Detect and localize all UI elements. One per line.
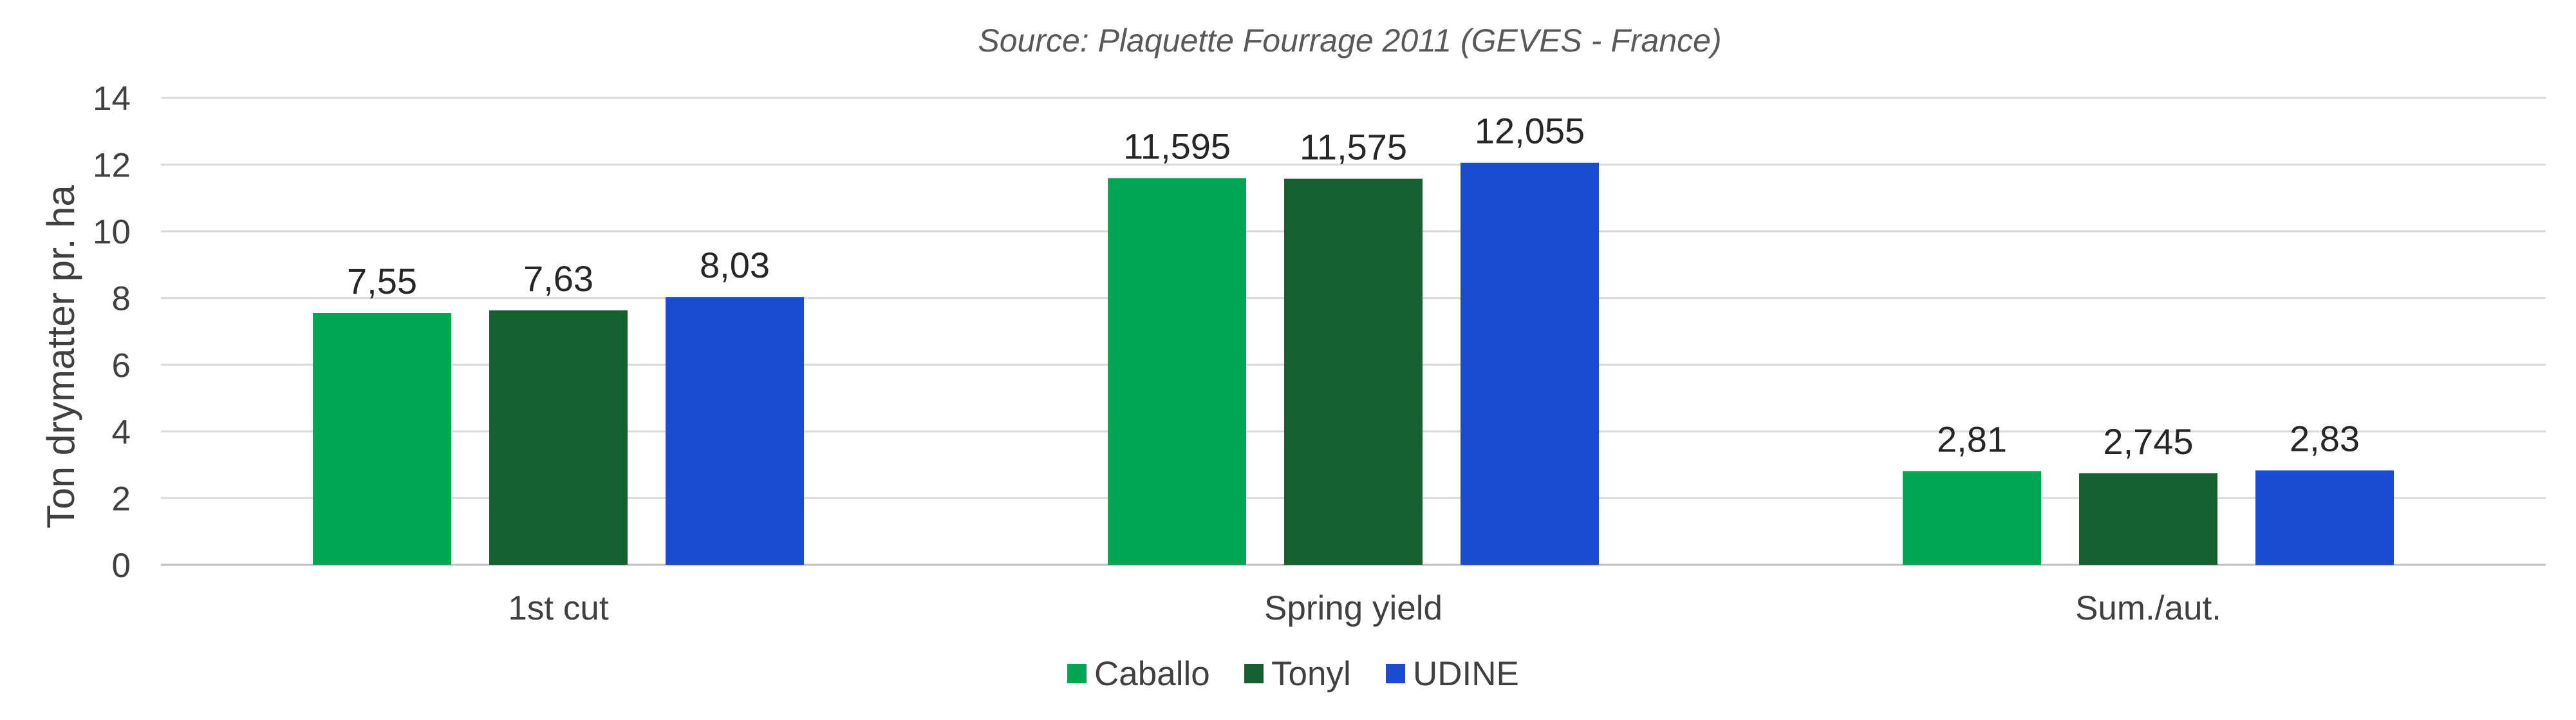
y-tick-label: 14 — [93, 80, 131, 118]
data-label: 7,55 — [347, 261, 417, 301]
bar — [666, 297, 804, 565]
legend-swatch — [1386, 664, 1405, 683]
category-label: Spring yield — [1264, 589, 1442, 627]
bar — [489, 310, 628, 565]
legend-label: UDINE — [1413, 655, 1519, 693]
bar — [2255, 470, 2394, 565]
bar — [2079, 473, 2217, 565]
x-axis-categories: 1st cut Spring yield Sum./aut. — [508, 589, 2221, 627]
category-label: 1st cut — [508, 589, 608, 627]
data-label: 11,575 — [1300, 127, 1407, 167]
y-axis-label: Ton drymatter pr. ha — [39, 185, 82, 529]
data-label: 12,055 — [1475, 111, 1585, 151]
legend-swatch — [1244, 664, 1264, 683]
bar — [1284, 178, 1423, 565]
data-label: 8,03 — [700, 245, 770, 285]
data-label: 2,81 — [1937, 419, 2007, 459]
y-tick-label: 10 — [93, 213, 131, 251]
legend-swatch — [1067, 664, 1087, 683]
y-axis-ticks: 0 2 4 6 8 10 12 14 — [93, 80, 131, 585]
bar — [1903, 471, 2041, 565]
data-label: 2,83 — [2290, 418, 2360, 459]
chart-title: Source: Plaquette Fourrage 2011 (GEVES -… — [978, 23, 1721, 59]
y-tick-label: 2 — [112, 480, 131, 518]
y-tick-label: 8 — [112, 280, 131, 318]
y-tick-label: 0 — [112, 547, 131, 585]
bar — [1461, 162, 1599, 565]
legend-label: Tonyl — [1271, 655, 1351, 693]
bars — [313, 162, 2394, 565]
y-tick-label: 4 — [112, 413, 131, 451]
data-labels: 7,55 7,63 8,03 11,595 11,575 12,055 2,81 2,745 2… — [347, 111, 2360, 462]
data-label: 7,63 — [523, 258, 593, 299]
y-tick-label: 6 — [112, 346, 131, 384]
bar — [313, 313, 451, 565]
bar — [1108, 178, 1246, 565]
category-label: Sum./aut. — [2075, 589, 2221, 627]
legend: Caballo Tonyl UDINE — [1067, 655, 1519, 693]
data-label: 2,745 — [2103, 421, 2193, 462]
legend-label: Caballo — [1094, 655, 1210, 693]
data-label: 11,595 — [1123, 126, 1231, 167]
y-tick-label: 12 — [93, 147, 131, 185]
